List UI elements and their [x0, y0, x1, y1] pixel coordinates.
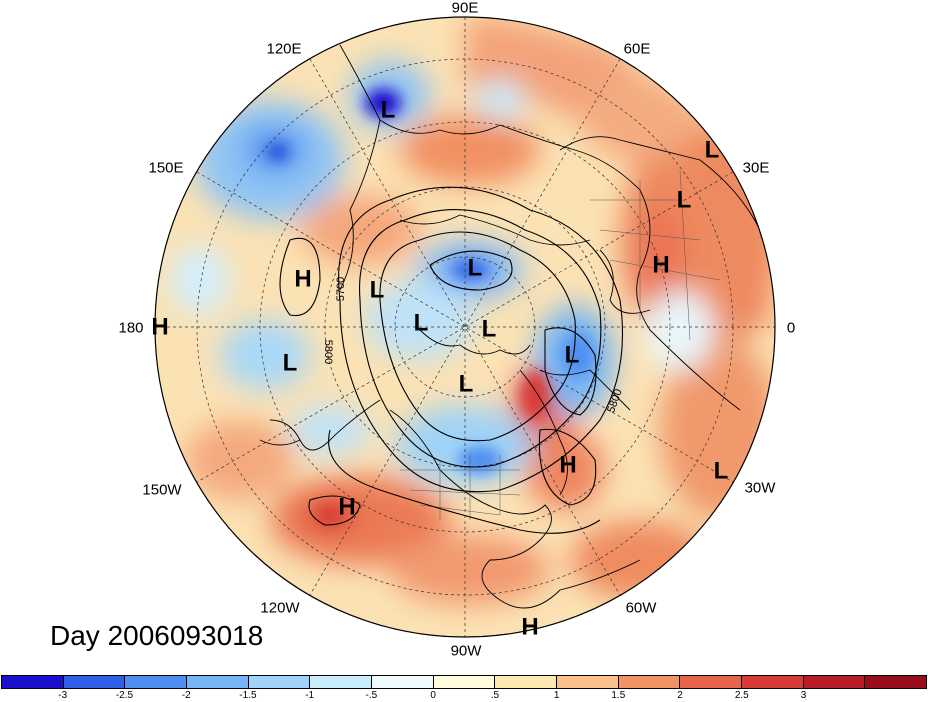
contour-label: 5800 [322, 340, 334, 364]
colorbar-swatch [2, 676, 64, 688]
colorbar-tick-label: .5 [490, 690, 500, 701]
colorbar-tick-label: -.5 [365, 690, 378, 701]
colorbar [1, 675, 927, 689]
low-center: L [714, 458, 729, 485]
colorbar-swatch [310, 676, 373, 688]
colorbar-swatch [372, 676, 434, 688]
low-center: L [414, 310, 429, 337]
coastlines [259, 44, 761, 609]
longitude-label: 150W [142, 481, 182, 499]
colorbar-swatch [618, 676, 681, 688]
longitude-label: 120W [260, 599, 300, 617]
colorbar-tick-label: 1 [553, 690, 560, 701]
colorbar-swatch [125, 676, 188, 688]
low-center: L [677, 187, 692, 214]
high-center: H [294, 266, 311, 293]
low-center: L [482, 316, 497, 343]
low-center: L [283, 350, 298, 377]
colorbar-swatch [248, 676, 311, 688]
colorbar-tick-label: 0 [430, 690, 436, 701]
colorbar-swatch [803, 676, 866, 688]
colorbar-tick-label: -2 [181, 690, 191, 701]
colorbar-swatch [742, 676, 804, 688]
longitude-label: 0 [786, 319, 796, 337]
longitude-label: 150E [148, 159, 184, 177]
colorbar-swatch [495, 676, 558, 688]
low-center: L [459, 371, 474, 398]
colorbar-tick-label: 1.5 [611, 690, 626, 701]
map-title: Day 2006093018 [50, 620, 264, 651]
low-center: L [468, 255, 483, 282]
colorbar-tick-label: -3 [58, 690, 68, 701]
colorbar-tick-label: -1 [305, 690, 315, 701]
colorbar-tick-label: 2 [677, 690, 683, 701]
longitude-label: 30W [744, 479, 776, 497]
low-center: L [381, 97, 396, 124]
longitude-label: 90E [451, 0, 479, 17]
borders [400, 169, 721, 520]
colorbar-tick-label: -2.5 [115, 690, 134, 701]
colorbar-swatch [63, 676, 126, 688]
high-center: H [151, 314, 168, 341]
longitude-label: 60E [623, 40, 651, 58]
low-center: L [370, 277, 385, 304]
map-boundary [154, 16, 776, 638]
colorbar-swatch [433, 676, 496, 688]
longitude-label: 180 [118, 319, 144, 337]
colorbar-swatch [187, 676, 249, 688]
high-center: H [652, 252, 669, 279]
high-center: H [521, 614, 538, 641]
longitude-label: 90W [450, 642, 482, 660]
pressure-center-markers: L L L L L L L L L L L H H H H [283, 97, 729, 521]
height-contours [279, 186, 624, 534]
colorbar-tick-label: 3 [800, 690, 807, 701]
contour-label: 5700 [335, 277, 347, 301]
longitude-label: 120E [266, 40, 302, 58]
longitude-label: 30E [742, 159, 770, 177]
high-center: H [559, 452, 576, 479]
high-center: H [338, 494, 355, 521]
colorbar-swatch [680, 676, 743, 688]
colorbar-tick-label: -1.5 [239, 690, 257, 701]
colorbar-swatch [557, 676, 619, 688]
longitude-label: 60W [625, 599, 657, 617]
colorbar-tick-label: 2.5 [734, 690, 749, 701]
low-center: L [565, 342, 580, 369]
colorbar-swatch [865, 676, 927, 688]
